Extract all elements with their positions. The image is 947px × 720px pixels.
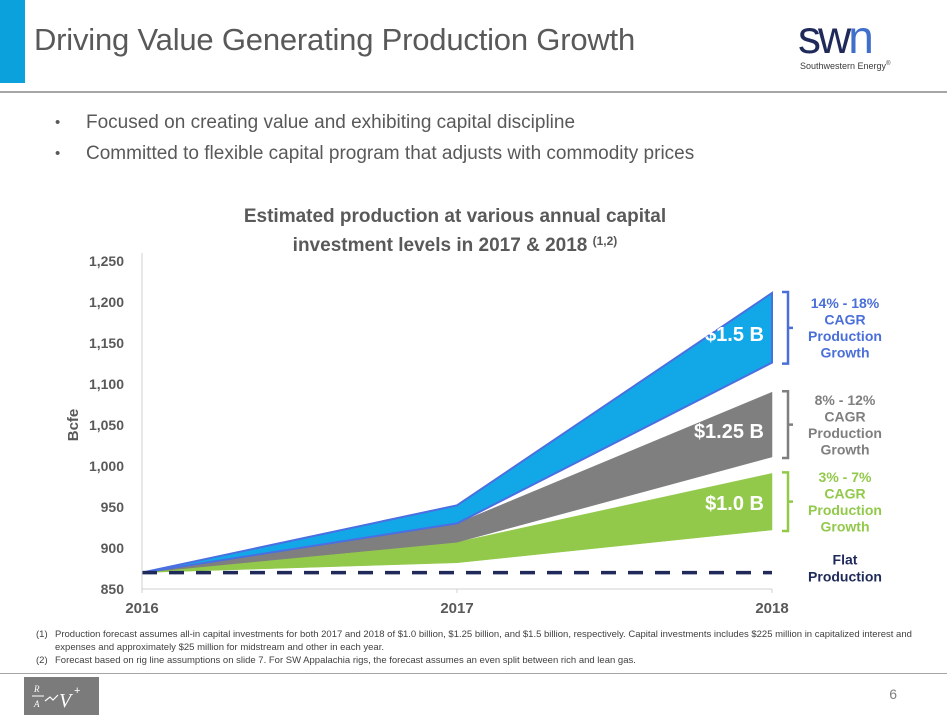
title-accent-bar	[0, 0, 25, 83]
chart-title-footnote-ref: (1,2)	[592, 234, 618, 248]
x-tick-label: 2017	[440, 600, 473, 617]
footnote-1: (1) Production forecast assumes all-in ca…	[36, 628, 916, 654]
y-tick-label: 1,150	[89, 335, 124, 351]
flat-annotation: Flat	[833, 552, 858, 568]
footnote-text: Forecast based on rig line assumptions o…	[55, 655, 636, 666]
y-tick-label: 950	[101, 499, 125, 515]
bullet-icon: •	[55, 145, 61, 162]
area-band-label: $1.5 B	[705, 324, 764, 346]
bullet-list: • Focused on creating value and exhibitin…	[55, 112, 694, 174]
cagr-annotation: 3% - 7%	[819, 469, 872, 485]
page-number: 6	[889, 686, 897, 702]
header-divider	[0, 91, 947, 93]
chart-title-line-1: Estimated production at various annual c…	[243, 206, 667, 227]
area-band	[141, 291, 773, 574]
cagr-annotation: Growth	[821, 345, 870, 361]
chart-title: Estimated production at various annual c…	[170, 205, 740, 258]
bullet-item: • Committed to flexible capital program t…	[55, 143, 694, 174]
footnote-text: Production forecast assumes all-in capit…	[55, 629, 912, 653]
svg-text:R: R	[33, 684, 40, 694]
y-tick-label: 1,250	[89, 253, 124, 269]
rav-plus-formula-icon: R A V +	[24, 677, 99, 715]
cagr-annotation: CAGR	[824, 408, 865, 424]
logo-subtitle: Southwestern Energy®	[800, 61, 890, 71]
bracket-icon	[782, 389, 793, 460]
y-tick-label: 900	[101, 540, 125, 556]
bullet-text: Committed to flexible capital program th…	[86, 143, 695, 164]
cagr-annotation: Production	[808, 425, 882, 441]
cagr-annotation: Growth	[821, 441, 870, 457]
x-tick-label: 2016	[125, 600, 158, 617]
y-tick-label: 1,200	[89, 294, 124, 310]
y-axis-title: Bcfe	[65, 409, 82, 442]
bracket-icon	[782, 471, 793, 533]
y-tick-label: 1,050	[89, 417, 124, 433]
svg-text:A: A	[33, 699, 40, 709]
cagr-annotation: Production	[808, 502, 882, 518]
footnote-number: (1)	[36, 629, 48, 640]
chart-title-line-2: investment levels in 2017 & 2018 (1,2)	[170, 229, 740, 258]
area-band-label: $1.25 B	[694, 421, 764, 443]
logo-mark: swn	[798, 11, 874, 63]
bullet-icon: •	[55, 114, 61, 131]
slide-title: Driving Value Generating Production Grow…	[34, 22, 636, 57]
y-tick-label: 1,100	[89, 376, 124, 392]
company-logo: swn Southwestern Energy®	[798, 14, 918, 74]
bullet-item: • Focused on creating value and exhibitin…	[55, 112, 694, 143]
logo-subtitle-text: Southwestern Energy	[800, 61, 887, 71]
cagr-annotation: CAGR	[824, 486, 865, 502]
bullet-text: Focused on creating value and exhibiting…	[86, 112, 576, 133]
bracket-icon	[782, 290, 793, 365]
chart-labels: $1.0 B $1.25 B $1.5 B	[694, 324, 764, 515]
chart-title-line-2-text: investment levels in 2017 & 2018	[292, 235, 588, 256]
svg-text:V: V	[59, 690, 74, 712]
footer-divider	[0, 673, 947, 674]
x-tick-label: 2018	[755, 600, 788, 617]
footnotes: (1) Production forecast assumes all-in ca…	[36, 628, 916, 667]
y-tick-label: 1,000	[89, 458, 124, 474]
cagr-annotation: Growth	[821, 519, 870, 535]
svg-text:+: +	[74, 685, 80, 697]
cagr-annotation: 14% - 18%	[811, 295, 880, 311]
cagr-annotation: Production	[808, 328, 882, 344]
flat-annotation: Production	[808, 569, 882, 585]
footnote-2: (2) Forecast based on rig line assumption…	[36, 654, 916, 667]
cagr-annotation: CAGR	[824, 312, 865, 328]
chart-areas	[141, 291, 773, 575]
footnote-number: (2)	[36, 655, 48, 666]
logo-mark-sw: sw	[798, 11, 851, 63]
cagr-annotation: 8% - 12%	[815, 392, 876, 408]
area-band-label: $1.0 B	[705, 493, 764, 515]
y-tick-label: 850	[101, 581, 125, 597]
logo-mark-n: n	[848, 11, 874, 63]
chart-axes: 2016 2017 2018 850 900 950 1,000 1,050 1,100 1,15…	[65, 253, 789, 617]
trademark-symbol: ®	[886, 61, 891, 67]
